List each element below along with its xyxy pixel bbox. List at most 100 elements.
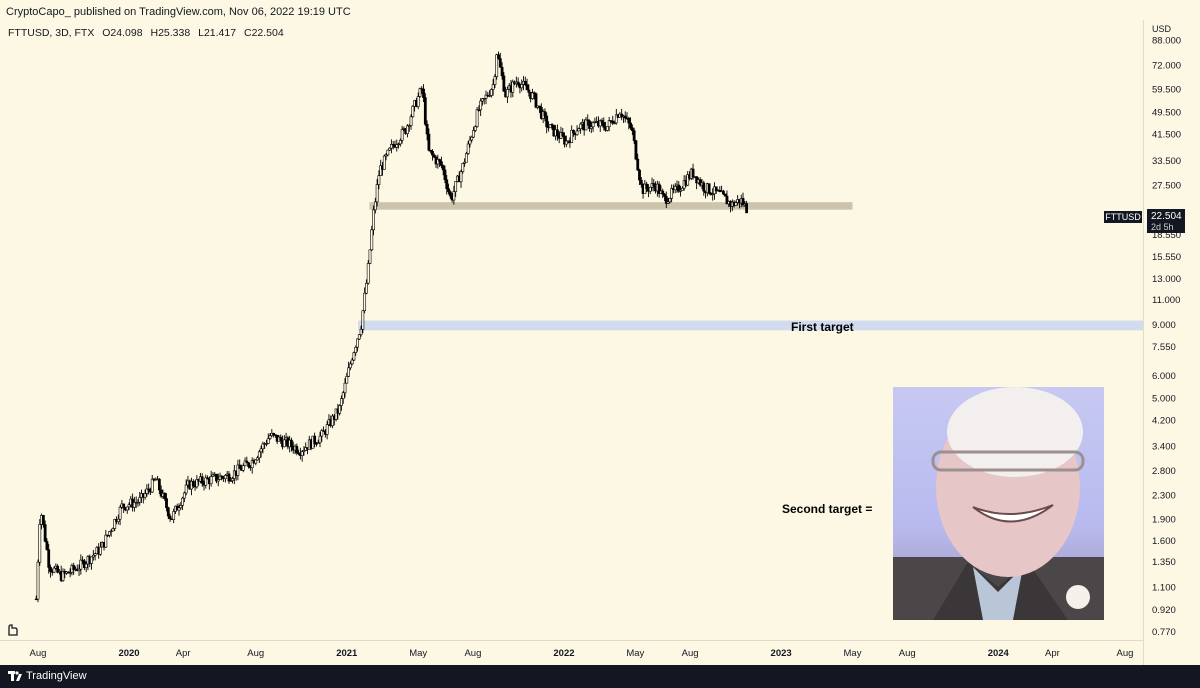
candle-body bbox=[386, 149, 390, 156]
candle-body bbox=[375, 184, 379, 203]
candle-body bbox=[623, 115, 627, 119]
price-tick-label: 15.550 bbox=[1152, 252, 1181, 263]
candle-body bbox=[484, 94, 488, 99]
price-tick-label: 88.000 bbox=[1152, 35, 1181, 46]
candle-body bbox=[657, 183, 661, 194]
candle-body bbox=[38, 524, 42, 563]
candle-body bbox=[257, 451, 261, 459]
candle-body bbox=[211, 474, 215, 477]
candle-body bbox=[227, 473, 231, 482]
candle-body bbox=[723, 193, 727, 197]
price-tick-label: 4.200 bbox=[1152, 415, 1176, 426]
candle-body bbox=[243, 460, 247, 466]
candle-body bbox=[680, 187, 684, 191]
candle-body bbox=[714, 186, 718, 192]
candle-body bbox=[77, 568, 81, 571]
candle-body bbox=[425, 123, 429, 135]
candle-body bbox=[181, 497, 184, 506]
price-tick-label: 1.100 bbox=[1152, 583, 1176, 594]
candle-body bbox=[711, 193, 715, 195]
candle-body bbox=[463, 161, 466, 164]
candle-body bbox=[179, 505, 183, 509]
candle-body bbox=[570, 130, 574, 143]
footer-bar: TradingView bbox=[0, 665, 1200, 688]
candle-body bbox=[454, 181, 458, 192]
candle-body bbox=[132, 502, 136, 508]
candle-body bbox=[443, 169, 447, 181]
candle-body bbox=[247, 462, 251, 467]
candle-body bbox=[416, 96, 420, 107]
time-tick-label: Aug bbox=[1117, 648, 1134, 659]
candle-body bbox=[113, 519, 117, 529]
candle-body bbox=[447, 188, 450, 193]
candle-body bbox=[632, 130, 636, 141]
candle-body bbox=[91, 555, 95, 558]
candle-body bbox=[745, 203, 749, 214]
candle-body bbox=[172, 511, 176, 520]
candle-body bbox=[673, 186, 677, 191]
candle-body bbox=[259, 448, 263, 453]
ohlc-close: C22.504 bbox=[244, 27, 284, 39]
candle-body bbox=[347, 367, 350, 377]
candle-body bbox=[591, 122, 595, 128]
candle-body bbox=[677, 184, 681, 192]
candle-body bbox=[439, 161, 443, 166]
ruler-icon[interactable] bbox=[6, 623, 20, 637]
candle-body bbox=[511, 81, 515, 93]
support-zone bbox=[369, 202, 853, 210]
candle-body bbox=[605, 126, 609, 131]
candle-body bbox=[543, 111, 547, 117]
candle-body bbox=[325, 424, 329, 435]
candle-body bbox=[268, 435, 272, 439]
candle-body bbox=[136, 501, 140, 504]
price-tick-label: 18.550 bbox=[1152, 230, 1181, 241]
candle-body bbox=[634, 140, 638, 160]
candle-body bbox=[290, 439, 293, 447]
candle-body bbox=[184, 484, 188, 494]
candle-body bbox=[377, 175, 381, 185]
candle-body bbox=[620, 113, 624, 118]
candle-body bbox=[645, 183, 649, 189]
candle-body bbox=[614, 114, 618, 124]
candle-body bbox=[334, 408, 338, 420]
candle-body bbox=[479, 100, 483, 111]
candle-body bbox=[500, 66, 504, 77]
candle-body bbox=[331, 415, 334, 427]
publisher-text: CryptoCapo_ published on TradingView.com… bbox=[6, 6, 351, 18]
candle-body bbox=[118, 506, 122, 520]
candle-body bbox=[481, 98, 484, 102]
candle-body bbox=[561, 132, 565, 137]
candle-body bbox=[157, 478, 161, 491]
candle-body bbox=[320, 430, 324, 437]
tradingview-logo-icon[interactable] bbox=[8, 670, 22, 682]
candle-body bbox=[534, 93, 538, 108]
candle-body bbox=[493, 76, 497, 85]
bar-countdown: 2d 5h bbox=[1151, 222, 1174, 232]
symbol-legend[interactable]: FTTUSD, 3D, FTX O24.098 H25.338 L21.417 … bbox=[8, 27, 289, 39]
candle-body bbox=[698, 179, 702, 186]
candle-body bbox=[391, 144, 395, 146]
candle-body bbox=[52, 567, 56, 573]
candle-body bbox=[461, 163, 465, 172]
price-tick-label: 0.770 bbox=[1152, 627, 1176, 638]
candle-body bbox=[448, 191, 452, 197]
first-target-label: First target bbox=[791, 320, 854, 334]
candle-body bbox=[516, 81, 520, 85]
candle-body bbox=[548, 124, 552, 129]
candle-body bbox=[629, 122, 632, 129]
time-tick-label: Apr bbox=[176, 648, 191, 659]
candle-body bbox=[400, 129, 404, 141]
candle-body bbox=[472, 130, 475, 138]
time-tick-label: Aug bbox=[682, 648, 699, 659]
price-tick-label: 7.550 bbox=[1152, 342, 1176, 353]
candle-body bbox=[600, 120, 604, 123]
candle-body bbox=[741, 198, 745, 206]
ohlc-high: H25.338 bbox=[150, 27, 191, 39]
candle-body bbox=[520, 84, 524, 89]
candle-body bbox=[638, 169, 641, 181]
candle-body bbox=[359, 328, 363, 335]
candle-body bbox=[348, 363, 352, 369]
candle-body bbox=[639, 179, 643, 185]
price-tick-label: 72.000 bbox=[1152, 61, 1181, 72]
